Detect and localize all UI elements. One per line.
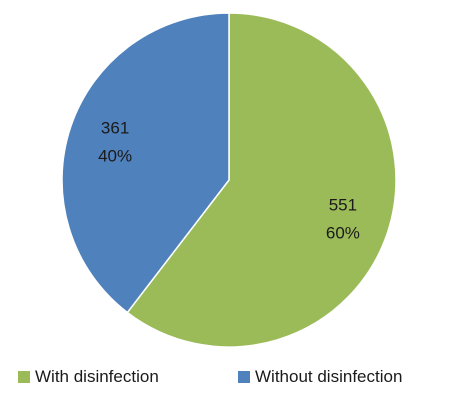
legend-label: With disinfection xyxy=(35,367,159,386)
legend-label: Without disinfection xyxy=(255,367,402,386)
data-label-value: 361 xyxy=(101,118,129,137)
legend-swatch xyxy=(18,371,30,383)
legend-swatch xyxy=(238,371,250,383)
pie-slice-without-disinfection xyxy=(61,12,230,314)
pie-slice-with-disinfection xyxy=(126,12,397,348)
legend-item-with-disinfection: With disinfection xyxy=(18,367,159,386)
legend-item-without-disinfection: Without disinfection xyxy=(238,367,402,386)
data-label-value: 551 xyxy=(329,196,357,215)
data-label-percent: 60% xyxy=(326,224,360,243)
data-label-percent: 40% xyxy=(98,146,132,165)
